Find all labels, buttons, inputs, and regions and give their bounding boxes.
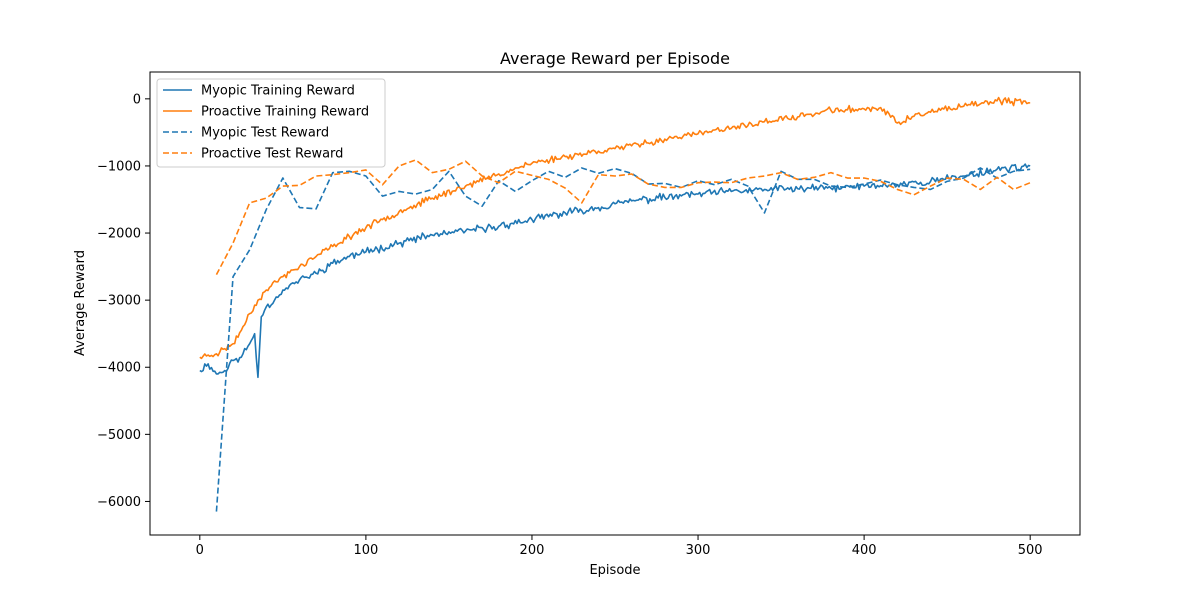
y-axis-label: Average Reward [73,250,88,356]
x-tick-label: 300 [686,543,711,558]
x-axis: 0 100 200 300 400 500 [196,535,1043,558]
series-line-myopic-test-reward [215,167,1031,512]
y-axis: −6000 −5000 −4000 −3000 −2000 −1000 0 [97,92,150,510]
series-line-myopic-training-reward [199,163,1031,379]
legend-label: Proactive Test Reward [201,147,343,162]
y-tick-label: −2000 [97,227,141,242]
y-tick-label: −1000 [97,159,141,174]
chart-title: Average Reward per Episode [500,49,730,68]
series-line-proactive-test-reward [215,159,1031,276]
y-tick-label: −5000 [97,428,141,443]
legend-items: Myopic Training Reward Proactive Training… [163,84,369,162]
y-tick-label: −6000 [97,495,141,510]
y-tick-label: −3000 [97,294,141,309]
x-tick-label: 100 [353,543,378,558]
x-axis-label: Episode [589,563,640,578]
legend-label: Proactive Training Reward [201,105,369,120]
series-layer [199,96,1031,512]
x-tick-label: 500 [1018,543,1043,558]
x-tick-label: 400 [852,543,877,558]
legend-box [156,78,386,168]
legend-label: Myopic Test Reward [201,126,329,141]
legend: Myopic Training Reward Proactive Training… [156,78,386,168]
y-tick-label: −4000 [97,361,141,376]
legend-label: Myopic Training Reward [201,84,355,99]
series-line-proactive-training-reward [199,96,1031,360]
plot-frame [149,71,1081,536]
x-tick-label: 200 [520,543,545,558]
x-tick-label: 0 [196,543,204,558]
y-tick-label: 0 [133,92,141,107]
